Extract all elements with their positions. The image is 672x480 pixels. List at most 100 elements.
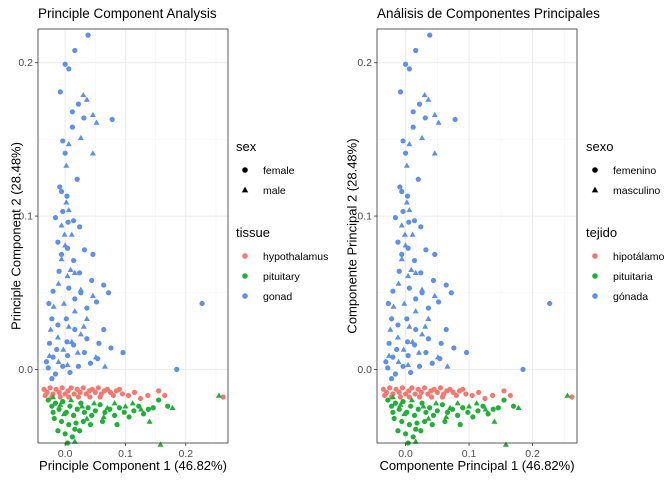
data-point [413,426,419,432]
data-point [66,422,72,428]
legend-title-sex: sexo [586,139,613,154]
data-point [423,349,429,356]
data-point [81,247,88,253]
x-axis-title: Componente Principal 1 (46.82%) [379,458,574,473]
legend-label-pituitary: pituitaria [613,271,653,283]
data-point [87,360,94,366]
data-point [405,272,412,279]
data-point [65,323,72,329]
data-point [58,418,65,425]
data-point [408,266,415,272]
data-point [392,215,399,221]
data-point [56,389,62,395]
data-point [454,400,461,406]
data-point [52,371,59,377]
x-tick-label: 0.2 [525,448,540,460]
data-point [412,391,418,397]
data-point [62,242,69,248]
data-point [42,392,48,399]
data-point [430,412,437,418]
data-point [121,409,127,415]
legend-key-male [591,186,599,193]
data-point [394,334,401,340]
data-point [47,326,54,332]
data-point [475,389,482,395]
data-point [74,176,80,182]
data-point [95,385,101,391]
data-point [65,206,72,213]
data-point [400,363,406,369]
data-point [400,138,406,144]
legend-key-female [242,167,248,173]
data-point [77,286,84,292]
data-point [418,270,424,276]
chart-title: Principle Component Analysis [38,6,217,21]
data-point [99,418,106,425]
data-point [80,91,87,98]
data-point [408,397,415,403]
data-point [116,386,123,392]
data-point [465,409,471,415]
data-point [60,363,66,369]
data-point [412,438,419,444]
data-point [85,32,91,38]
data-point [77,389,83,395]
data-point [491,418,498,424]
data-point [444,409,451,415]
data-point [72,326,78,333]
data-point [431,150,438,156]
legend-title-tissue: tejido [586,225,617,240]
data-point [77,224,83,230]
data-point [419,286,426,292]
data-point [475,408,481,414]
data-point [489,392,496,399]
data-point [62,431,68,437]
data-point [55,358,62,364]
data-point [46,352,53,358]
panel-border [376,28,578,444]
legend-label-female: female [263,165,295,177]
data-point [482,395,488,402]
data-point [46,340,53,346]
data-point [399,418,405,425]
data-point [409,231,416,237]
data-point [443,282,449,288]
legend: sex female male tissue hypothalamus pituitary… [236,139,328,303]
data-point [403,162,410,168]
data-point [396,389,402,395]
data-point [69,124,75,130]
data-point [473,400,480,406]
data-point [71,391,77,397]
data-point [411,257,418,264]
data-point [418,389,425,395]
legend-key-pituitary [592,273,598,279]
data-point [108,345,114,351]
data-point [392,400,399,406]
data-point [418,428,424,434]
data-point [58,188,65,195]
data-point [389,376,395,382]
data-point [68,385,74,391]
data-point [390,409,396,415]
data-point [77,270,83,276]
data-point [59,385,65,391]
data-point [43,359,50,365]
data-point [385,397,391,403]
data-point [406,323,413,329]
data-point [507,392,513,399]
data-point [74,406,80,412]
data-point [564,392,571,398]
data-point [81,349,88,356]
data-point [402,150,409,156]
data-point [389,316,395,322]
legend-label-female: femenino [613,165,656,177]
chart-title: Análisis de Componentes Principales [377,6,600,21]
data-point [387,326,394,332]
chart-2: 0.0 0.1 0.2 0.0 0.1 0.2 Análisis de Componente… [344,6,664,473]
data-point [414,420,420,426]
data-point [89,277,95,284]
data-point [131,408,137,414]
data-point [413,47,419,54]
data-point [77,134,84,141]
data-point [416,394,423,400]
